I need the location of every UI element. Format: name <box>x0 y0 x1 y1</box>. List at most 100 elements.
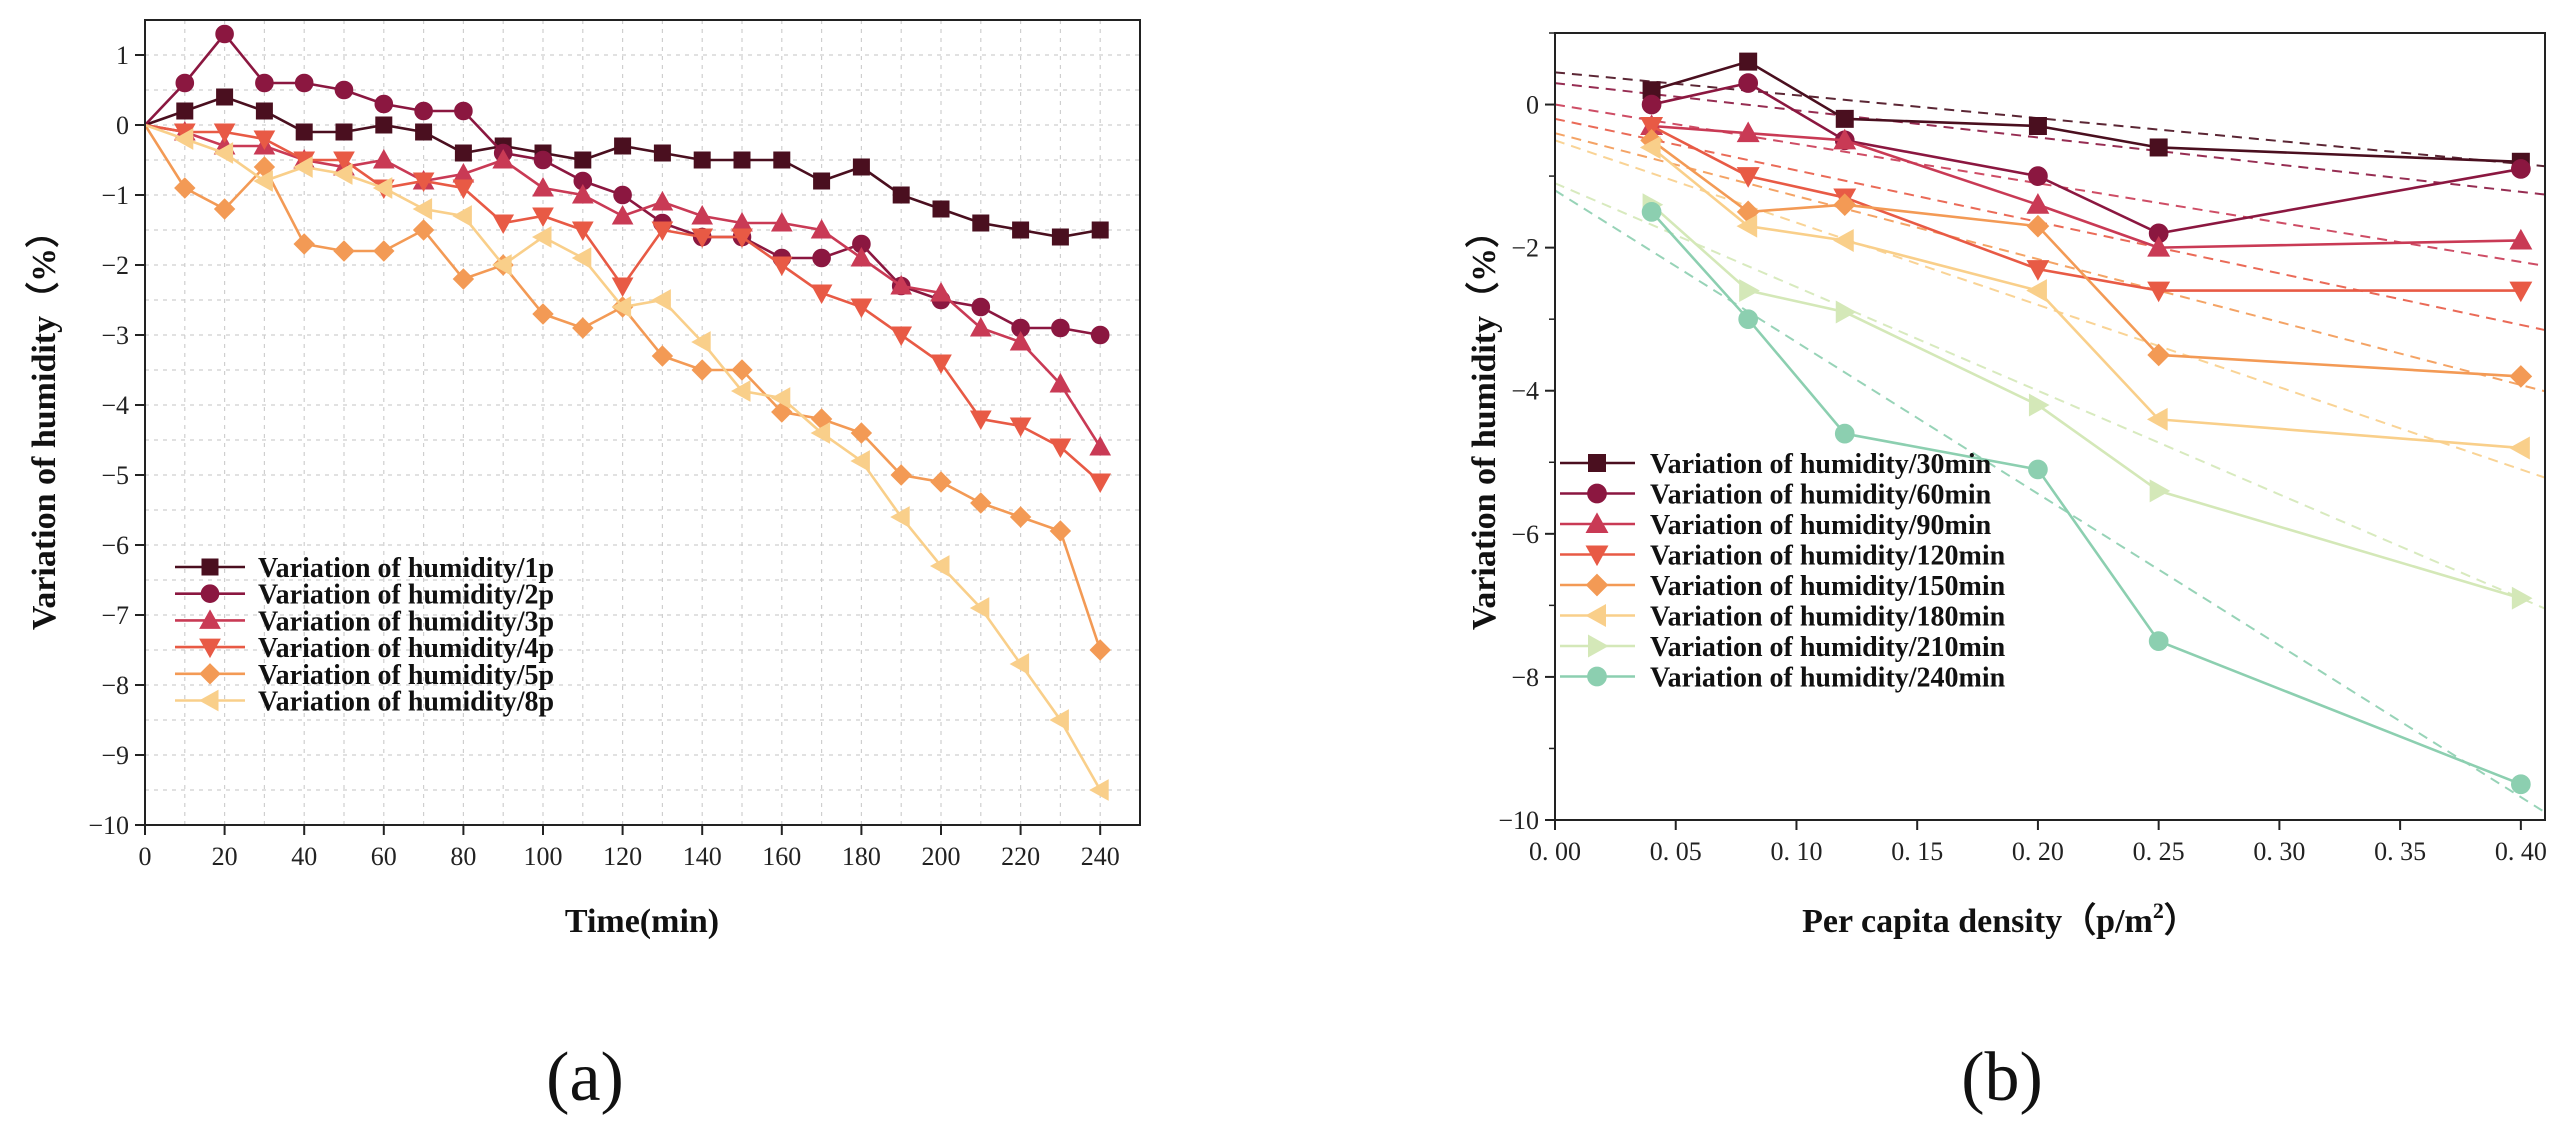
chart-b-xtick-label: 0. 30 <box>2253 837 2305 866</box>
chart-a-data-point <box>691 204 714 225</box>
chart-b-data-point <box>1833 128 1857 150</box>
chart-a-legend-label: Variation of humidity/1p <box>258 553 554 584</box>
chart-a-data-point <box>492 148 515 169</box>
chart-b-legend-item: Variation of humidity/90min <box>1560 510 1992 541</box>
chart-a-xtick-label: 200 <box>922 842 961 871</box>
chart-b-panel-label: (b) <box>1961 1039 2043 1116</box>
chart-a-data-point <box>691 359 713 381</box>
chart-b-series-5 <box>1640 128 2533 388</box>
chart-b-xtick-label: 0. 00 <box>1529 837 1581 866</box>
chart-a-ytick-label: −6 <box>101 531 129 560</box>
chart-panel-b: 0. 00 0. 05 0. 10 0. 15 0. 20 0. 25 0. 30 0. 35… <box>1464 32 2547 1116</box>
chart-b-xlabel-main: Per capita density（p/m <box>1802 901 2153 940</box>
chart-b-data-point <box>1736 214 1758 238</box>
chart-b-xlabel-end: ） <box>2164 901 2198 940</box>
chart-b-fit-line <box>1554 82 2546 196</box>
chart-b-data-point <box>2028 166 2048 186</box>
chart-b-legend-label: Variation of humidity/240min <box>1650 663 2006 694</box>
chart-a-ytick-label: −9 <box>101 741 129 770</box>
chart-a-data-point <box>532 207 554 228</box>
chart-b-data-point <box>1736 121 1760 143</box>
chart-a-frame <box>144 19 1141 826</box>
chart-b-legend-item: Variation of humidity/180min <box>1560 602 2006 633</box>
chart-a-panel-label: (a) <box>546 1039 624 1116</box>
chart-a-data-point <box>372 177 393 199</box>
chart-a-data-point <box>452 205 472 227</box>
chart-b-xtick-label: 0. 20 <box>2012 837 2064 866</box>
chart-a-data-point <box>611 296 632 318</box>
chart-a-legend-item: Variation of humidity/4p <box>175 633 554 664</box>
chart-b-data-point <box>1833 193 1857 217</box>
chart-a-legend-item: Variation of humidity/3p <box>175 606 554 637</box>
chart-a-data-point <box>174 177 196 199</box>
chart-a-data-point <box>651 289 671 311</box>
chart-a-series-6 <box>144 123 1109 801</box>
chart-a-data-point <box>810 422 831 444</box>
chart-a-data-point <box>335 123 353 141</box>
chart-a-data-point <box>850 422 873 444</box>
chart-b-data-point <box>1833 229 1854 252</box>
chart-a-data-point <box>930 281 952 302</box>
chart-a-data-point <box>970 492 992 514</box>
chart-a-legend-marker <box>198 689 219 712</box>
chart-a-data-point <box>651 190 674 211</box>
chart-b-legend-item: Variation of humidity/60min <box>1560 480 1992 511</box>
chart-a-data-point <box>1049 709 1069 731</box>
chart-b-xlabel-sup: 2 <box>2153 898 2164 923</box>
chart-b-legend-item: Variation of humidity/30min <box>1560 449 1992 480</box>
chart-a-data-point <box>571 221 594 242</box>
chart-a-xtick-label: 100 <box>524 842 563 871</box>
chart-a-data-point <box>850 298 873 319</box>
chart-a-data-point <box>1009 417 1032 438</box>
chart-b-series-line <box>1650 203 2522 600</box>
chart-a-data-point <box>412 219 435 241</box>
chart-b-legend-marker <box>1587 666 1607 687</box>
chart-b-series-line <box>1650 139 2521 378</box>
chart-b-frame <box>1554 32 2546 821</box>
chart-b-data-point <box>2026 193 2050 214</box>
chart-b-xtick-label: 0. 15 <box>1891 837 1943 866</box>
chart-a-legend-marker <box>201 558 219 576</box>
chart-a-data-point <box>574 151 592 169</box>
chart-b-legend-label: Variation of humidity/210min <box>1650 632 2006 663</box>
chart-b-data-point <box>2509 228 2533 250</box>
chart-a-data-point <box>176 102 194 120</box>
chart-a-data-point <box>333 151 355 172</box>
chart-b-data-point <box>2026 279 2047 303</box>
chart-a-data-point <box>810 218 833 239</box>
chart-a-ytick-label: −4 <box>101 391 129 420</box>
chart-a-data-point <box>972 214 990 232</box>
chart-b-xtick-label: 0. 05 <box>1650 837 1702 866</box>
chart-b-data-point <box>1738 73 1759 93</box>
chart-a-data-point <box>611 204 634 225</box>
chart-b-xlabel: Per capita density（p/m2） <box>1802 898 2198 940</box>
chart-a-data-point <box>454 144 472 162</box>
chart-b-data-point <box>2511 159 2531 179</box>
chart-a-ticks: 0 20 40 60 80 100 120 140 160 180 200 220 240 1 0 −1 −2 −… <box>88 41 1119 871</box>
chart-a-xtick-label: 80 <box>450 842 476 871</box>
chart-a-data-point <box>1091 221 1109 239</box>
chart-a-data-point <box>1051 318 1070 338</box>
chart-a-data-point <box>969 316 992 337</box>
chart-b-legend-marker <box>1588 634 1609 658</box>
chart-a-data-point <box>773 151 791 169</box>
chart-b-data-point <box>1834 423 1855 444</box>
chart-b-legend-marker <box>1585 573 1609 597</box>
chart-a-data-point <box>531 226 552 248</box>
chart-b-legend-label: Variation of humidity/150min <box>1650 571 2006 602</box>
chart-a-ytick-label: 1 <box>116 41 129 70</box>
chart-a-data-point <box>255 102 273 120</box>
chart-a-xtick-label: 20 <box>212 842 238 871</box>
chart-a-data-point <box>852 158 870 176</box>
chart-b-ytick-label: 0 <box>1526 91 1539 120</box>
chart-a-data-point <box>813 172 831 190</box>
chart-a-data-point <box>930 471 952 493</box>
chart-a-data-point <box>890 506 910 528</box>
chart-b-legend-marker <box>1588 454 1606 472</box>
chart-a-legend-marker <box>199 638 221 659</box>
chart-b-data-point <box>2028 459 2048 480</box>
chart-a-data-point <box>332 163 353 185</box>
chart-a-data-point <box>731 359 753 381</box>
chart-a-data-point <box>1049 520 1072 542</box>
chart-a-data-point <box>333 240 355 262</box>
